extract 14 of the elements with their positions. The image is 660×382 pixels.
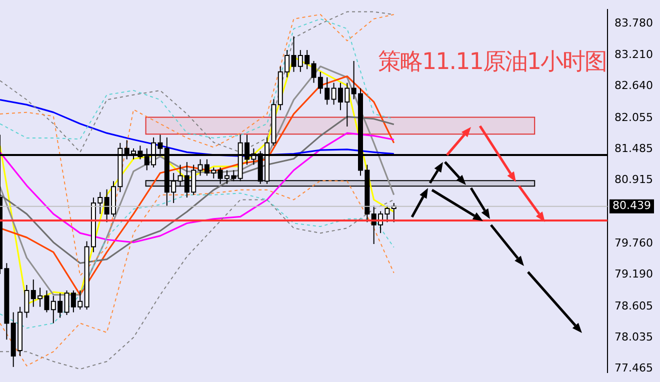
y-tick-label: 83.780 (614, 16, 654, 30)
y-tick-label: 83.210 (614, 48, 654, 61)
y-tick-label: 77.465 (614, 362, 654, 375)
ref-line-label: 80.439 (612, 199, 652, 212)
y-tick-label: 79.190 (614, 267, 654, 280)
y-tick-label: 82.640 (614, 78, 654, 92)
y-tick-label: 78.605 (614, 299, 654, 312)
y-tick-label: 82.055 (614, 110, 654, 124)
y-tick-label: 78.035 (614, 330, 654, 344)
text: 策略11.11原油1小时图 (378, 48, 606, 77)
line-series (0, 192, 394, 329)
y-tick-label: 80.915 (614, 173, 654, 186)
y-tick-label: 79.760 (614, 236, 654, 250)
y-tick-label: 81.485 (614, 142, 654, 156)
